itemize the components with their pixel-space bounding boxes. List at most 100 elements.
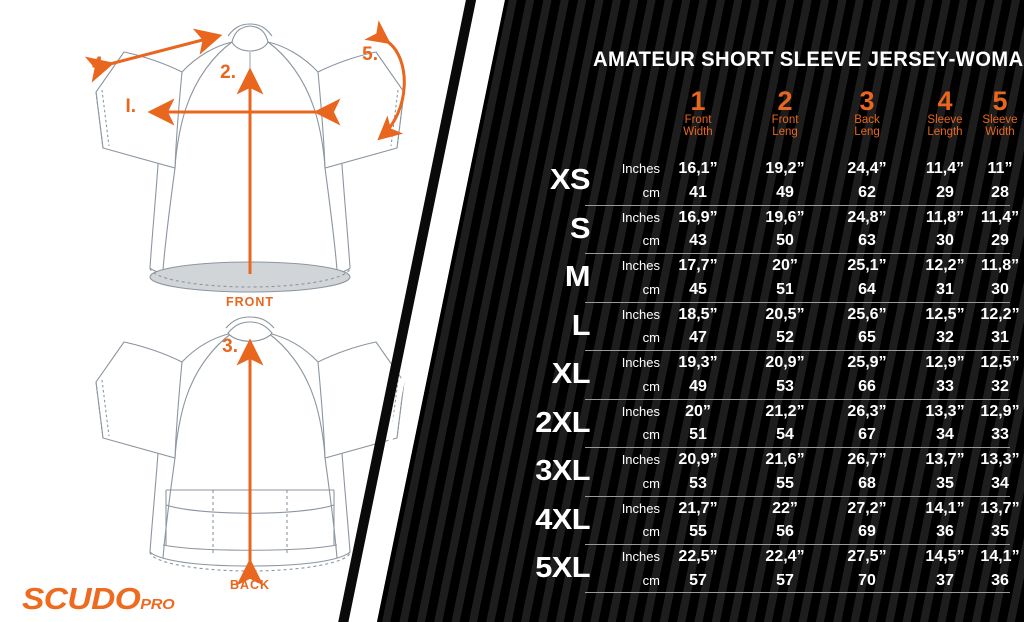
measure-cell: 21,7” 55 xyxy=(652,497,744,544)
column-number: 4 xyxy=(937,86,953,116)
value-inches: 11,8” xyxy=(980,257,1020,274)
table-row: 3XL Inches cm 20,9” 53 21,6” 55 26,7” 68 13,7” 35 1… xyxy=(530,447,1020,496)
value-inches: 25,9” xyxy=(847,354,887,371)
value-cm: 47 xyxy=(689,329,707,346)
arrow-4-sleeve-length xyxy=(84,28,223,83)
measure-cell: 20,5” 52 xyxy=(739,303,831,350)
value-cm: 52 xyxy=(776,329,794,346)
unit-label-cm: cm xyxy=(642,281,660,297)
measure-cell: 20,9” 53 xyxy=(652,448,744,495)
value-inches: 12,2” xyxy=(980,305,1020,323)
measure-cell: 22,5” 57 xyxy=(652,545,744,592)
measure-cell: 27,5” 70 xyxy=(821,545,913,592)
table-row: 5XL Inches cm 22,5” 57 22,4” 57 27,5” 70 14,5” 37 1… xyxy=(530,544,1020,593)
measure-cell: 24,8” 63 xyxy=(821,206,913,253)
value-cm: 43 xyxy=(689,232,707,249)
column-header-1: 1 Front Width xyxy=(652,86,744,139)
unit-label-inches: Inches xyxy=(621,258,660,273)
value-inches: 22,5” xyxy=(678,548,718,565)
measure-cell: 25,6” 65 xyxy=(821,303,913,350)
measure-cell: 12,2” 31 xyxy=(954,303,1024,350)
value-inches: 19,2” xyxy=(765,160,805,177)
value-inches: 26,3” xyxy=(847,402,887,420)
value-inches: 21,7” xyxy=(678,499,718,517)
front-measure-arrows xyxy=(84,20,406,274)
value-cm: 62 xyxy=(858,183,876,201)
value-inches: 25,1” xyxy=(847,257,887,274)
unit-label-cm: cm xyxy=(642,524,660,539)
value-cm: 35 xyxy=(936,474,954,492)
value-inches: 12,9” xyxy=(980,402,1020,420)
size-label-2xl: 2XL xyxy=(535,406,590,439)
value-cm: 63 xyxy=(858,232,876,249)
column-number: 2 xyxy=(777,86,793,116)
row-separator xyxy=(585,544,1010,545)
column-label-line1: Front xyxy=(684,114,712,126)
measure-cell: 12,2” 31 xyxy=(899,254,991,301)
column-header-2: 2 Front Leng xyxy=(739,86,831,139)
measure-cell: 25,1” 64 xyxy=(821,254,913,301)
column-label-line1: Back xyxy=(854,114,880,126)
value-cm: 41 xyxy=(689,183,707,201)
table-row: S Inches cm 16,9” 43 19,6” 50 24,8” 63 11,8” 30 11,… xyxy=(530,204,1019,254)
arrow-5-sleeve-width xyxy=(364,20,406,141)
value-inches: 21,6” xyxy=(765,451,805,468)
measure-cell: 12,9” 33 xyxy=(899,351,991,398)
value-cm: 29 xyxy=(991,232,1009,249)
measure-cell: 19,6” 50 xyxy=(739,206,831,253)
unit-label-inches: Inches xyxy=(621,306,660,322)
callout-5-label: 5. xyxy=(362,44,378,65)
value-cm: 49 xyxy=(689,377,707,395)
table-row: 4XL Inches cm 21,7” 55 22” 56 27,2” 69 14,1” 36 13,… xyxy=(530,495,1020,545)
value-inches: 16,1” xyxy=(678,160,718,177)
callout-3-label: 3. xyxy=(222,336,238,357)
column-number: 3 xyxy=(859,86,875,116)
unit-labels: Inches cm xyxy=(592,448,660,495)
column-header-4: 4 Sleeve Length xyxy=(899,86,991,139)
value-inches: 13,7” xyxy=(980,499,1020,517)
measure-cell: 11,4” 29 xyxy=(899,157,991,204)
value-inches: 11,4” xyxy=(925,160,965,177)
column-number: 1 xyxy=(690,86,706,116)
table-rows: XS Inches cm 16,1” 41 19,2” 49 24,4” 62 11,4” 29 11… xyxy=(530,156,1020,593)
brand-suffix: PRO xyxy=(140,596,175,613)
unit-label-inches: Inches xyxy=(621,549,660,564)
measure-cell: 27,2” 69 xyxy=(821,497,913,544)
value-cm: 70 xyxy=(858,571,876,589)
row-separator xyxy=(585,253,1010,254)
column-label-line1: Sleeve xyxy=(982,114,1018,126)
measure-cell: 25,9” 66 xyxy=(821,351,913,398)
value-cm: 34 xyxy=(991,474,1009,492)
value-cm: 53 xyxy=(776,377,794,395)
unit-label-cm: cm xyxy=(642,427,660,442)
measure-cell: 26,3” 67 xyxy=(821,400,913,447)
measure-cell: 13,3” 34 xyxy=(899,400,991,447)
measure-cell: 12,5” 32 xyxy=(954,351,1024,398)
column-label-line2: Length xyxy=(927,126,963,138)
measure-cell: 19,2” 49 xyxy=(739,157,831,204)
value-inches: 19,3” xyxy=(678,354,718,371)
value-inches: 13,3” xyxy=(925,402,965,420)
column-label-line2: Width xyxy=(985,126,1015,138)
measure-cell: 22” 56 xyxy=(739,497,831,544)
measure-cell: 19,3” 49 xyxy=(652,351,744,398)
callout-2-label: 2. xyxy=(220,62,236,83)
table-row: 2XL Inches cm 20” 51 21,2” 54 26,3” 67 13,3” 34 12,… xyxy=(530,398,1020,448)
value-inches: 20,9” xyxy=(678,451,718,468)
value-cm: 45 xyxy=(689,280,707,298)
front-label: FRONT xyxy=(226,295,274,309)
column-header-5: 5 Sleeve Width xyxy=(954,88,1024,139)
table-row: XL Inches cm 19,3” 49 20,9” 53 25,9” 66 12,9” 33 12… xyxy=(530,350,1020,399)
measure-cell: 21,2” 54 xyxy=(739,400,831,447)
value-inches: 18,5” xyxy=(678,305,718,323)
value-inches: 20” xyxy=(772,257,798,274)
callout-4-label: 4. xyxy=(92,54,108,75)
row-separator xyxy=(585,495,1010,497)
value-cm: 30 xyxy=(991,280,1009,298)
unit-label-inches: Inches xyxy=(621,403,660,419)
value-inches: 20,9” xyxy=(765,354,805,371)
value-cm: 31 xyxy=(991,329,1009,346)
measure-cell: 13,7” 35 xyxy=(954,497,1024,544)
value-cm: 57 xyxy=(776,571,794,589)
